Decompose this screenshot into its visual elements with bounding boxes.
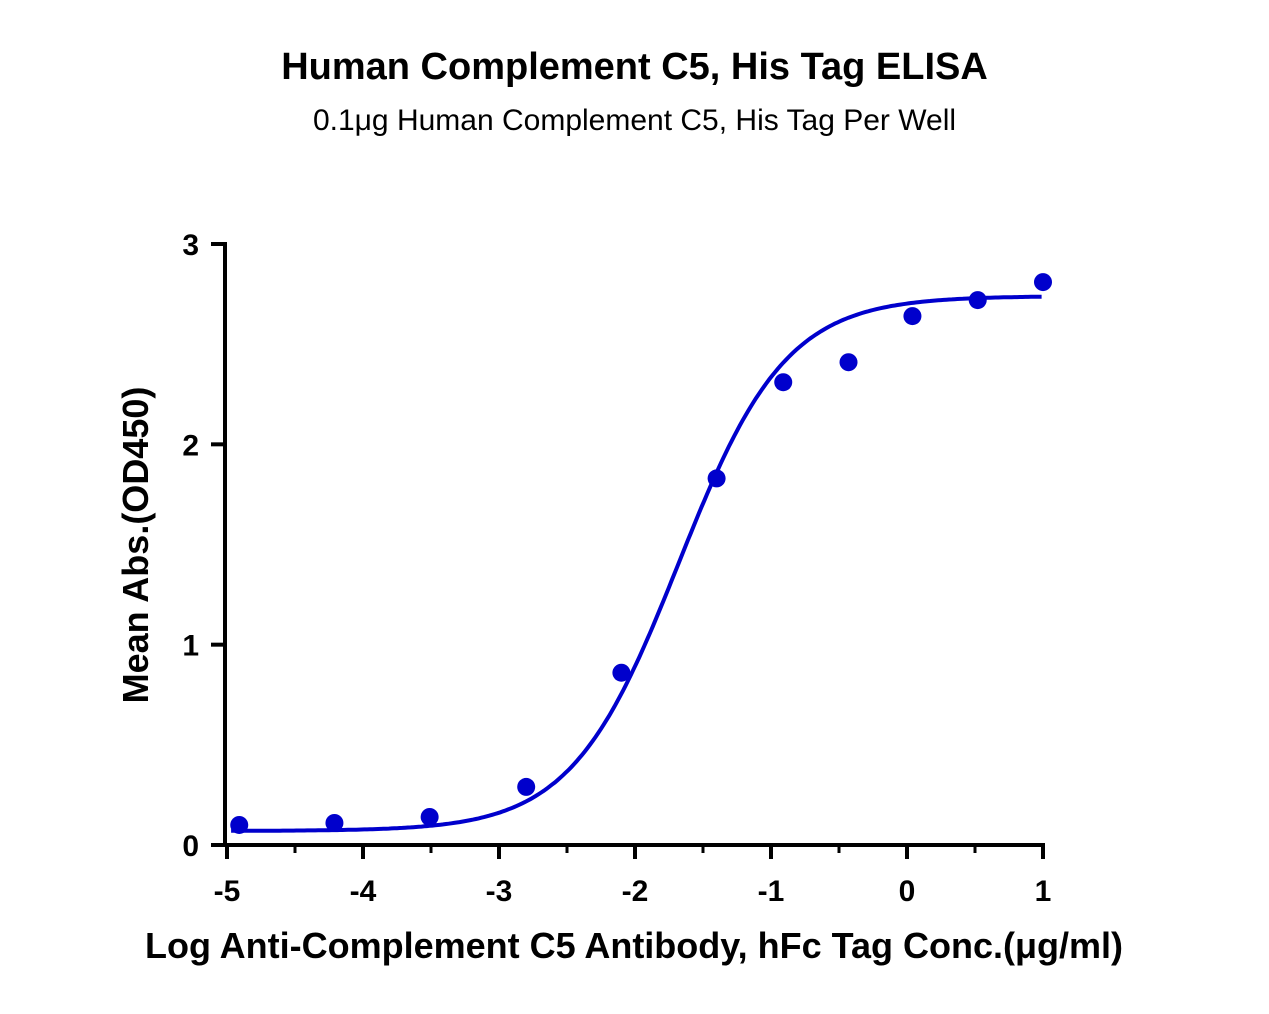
data-point [612, 663, 631, 682]
data-point [517, 777, 536, 796]
y-tick-label: 3 [182, 229, 199, 262]
data-point [839, 353, 858, 372]
data-point [1034, 273, 1052, 292]
y-tick-label: 2 [182, 429, 199, 462]
y-tick-label: 0 [182, 830, 199, 863]
chart-subtitle: 0.1μg Human Complement C5, His Tag Per W… [312, 104, 957, 137]
y-tick-label: 1 [182, 630, 199, 663]
data-point [707, 469, 726, 488]
chart-title: Human Complement C5, His Tag ELISA [281, 46, 988, 88]
x-tick-label: -4 [350, 875, 377, 908]
data-point [230, 815, 249, 834]
data-point [903, 307, 922, 326]
data-point [774, 373, 793, 392]
x-tick-label: -5 [214, 875, 241, 908]
x-axis-label: Log Anti-Complement C5 Antibody, hFc Tag… [145, 925, 1123, 966]
axes: -5 -4 -3 -2 -1 0 1 0 1 2 3 [182, 229, 1051, 908]
data-points [230, 273, 1052, 834]
y-axis-label: Mean Abs.(OD450) [115, 387, 156, 704]
data-point [325, 813, 344, 832]
x-tick-label: -1 [758, 875, 785, 908]
fit-curve [231, 294, 1042, 833]
data-point [968, 291, 987, 310]
x-tick-label: -2 [622, 875, 649, 908]
x-tick-label: 0 [899, 875, 916, 908]
x-tick-label: -3 [486, 875, 513, 908]
x-tick-label: 1 [1035, 875, 1052, 908]
data-point [420, 807, 439, 826]
